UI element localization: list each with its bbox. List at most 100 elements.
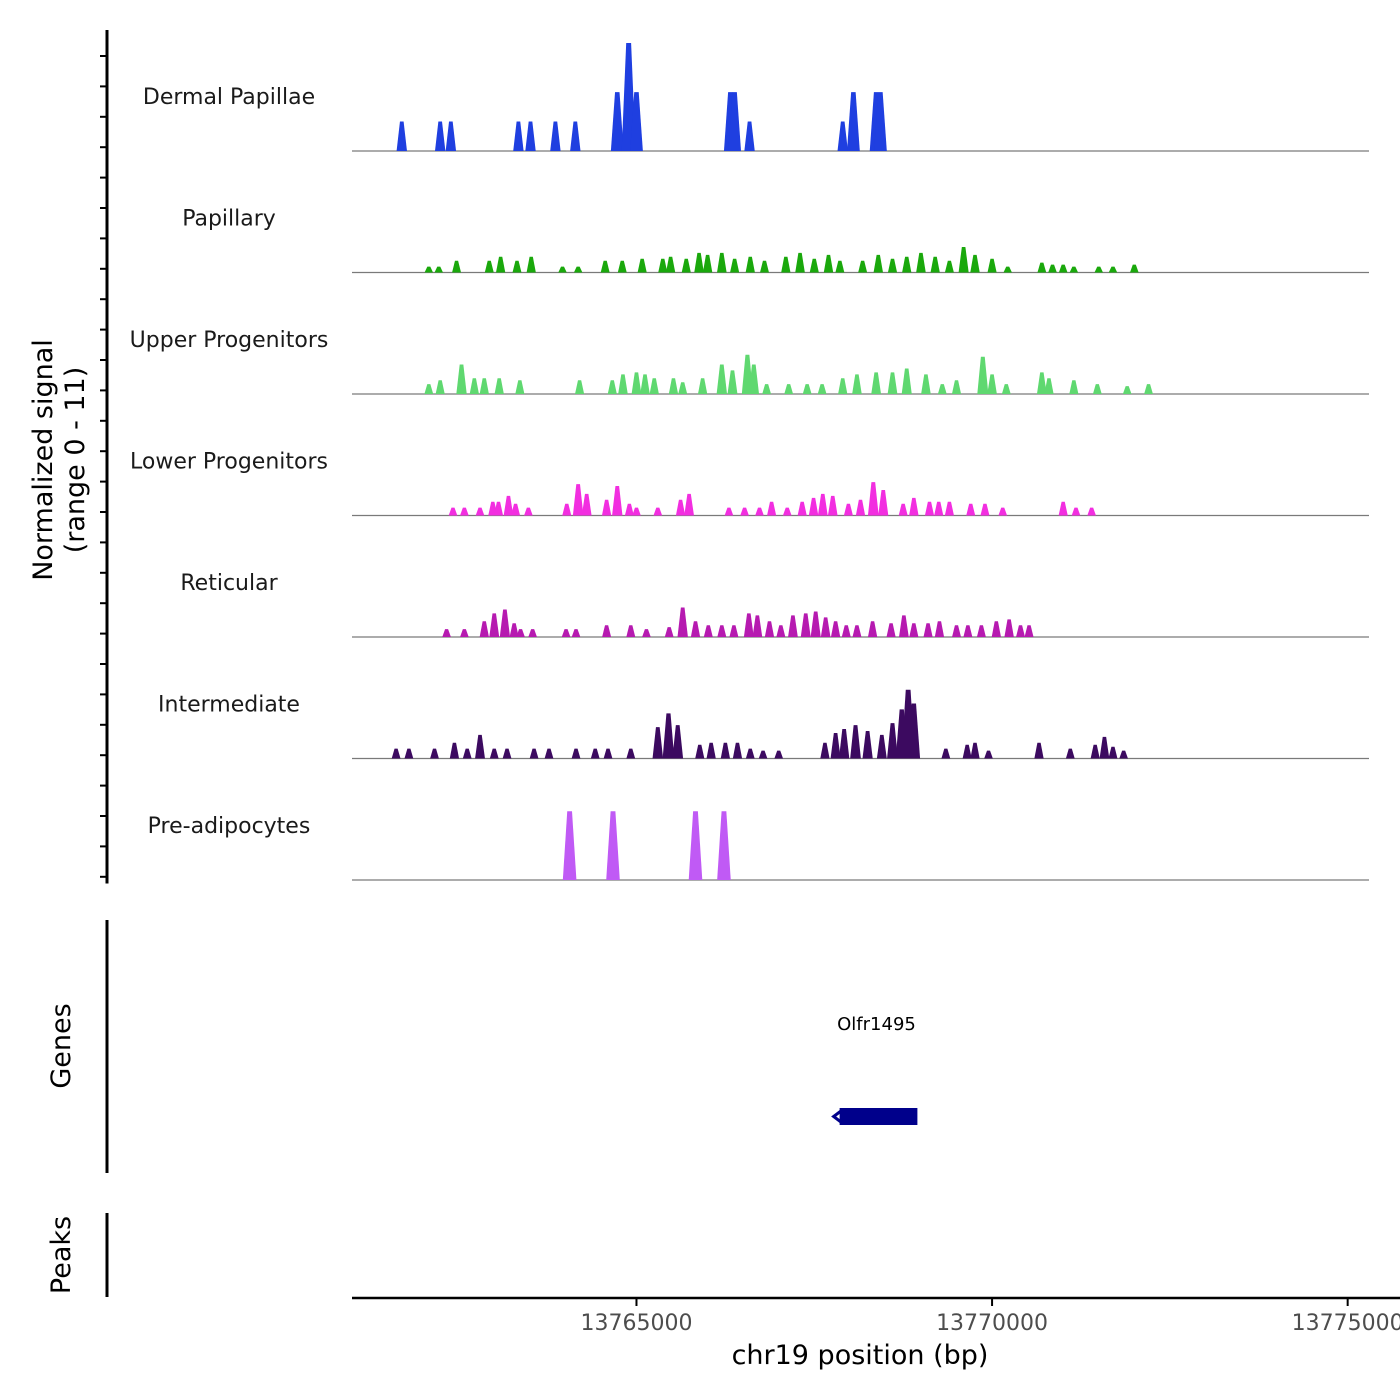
gene-body bbox=[839, 1108, 918, 1125]
signal-peak bbox=[475, 734, 485, 759]
signal-peak bbox=[998, 507, 1008, 516]
signal-peak bbox=[652, 727, 664, 759]
signal-peak bbox=[665, 256, 676, 273]
signal-peak bbox=[873, 254, 883, 273]
signal-peak bbox=[898, 503, 908, 516]
signal-peak bbox=[642, 629, 651, 637]
signal-peak bbox=[688, 811, 703, 880]
signal-peak bbox=[626, 748, 636, 759]
signal-peak bbox=[788, 615, 798, 637]
signal-peak bbox=[493, 501, 504, 516]
signal-peak bbox=[987, 258, 997, 273]
signal-peak bbox=[502, 748, 512, 759]
signal-peak bbox=[512, 260, 522, 273]
signal-peak bbox=[571, 629, 581, 637]
signal-peak bbox=[516, 629, 525, 637]
signal-peak bbox=[612, 486, 623, 516]
signal-peak bbox=[462, 748, 472, 759]
signal-peak bbox=[697, 378, 708, 394]
signal-peak bbox=[1004, 619, 1014, 637]
track-label: Pre-adipocytes bbox=[148, 814, 311, 839]
signal-peak bbox=[1071, 507, 1081, 516]
signal-peak bbox=[802, 384, 812, 394]
signal-peak bbox=[838, 729, 850, 759]
signal-peak bbox=[681, 258, 691, 273]
track-intermediate: Intermediate bbox=[158, 689, 1369, 760]
signal-peak bbox=[561, 629, 571, 637]
signal-peak bbox=[909, 623, 919, 637]
signal-peak bbox=[823, 254, 834, 273]
signal-peak bbox=[617, 260, 627, 273]
signal-peak bbox=[489, 613, 500, 637]
signal-peak bbox=[515, 380, 525, 394]
signal-peak bbox=[944, 501, 954, 516]
signal-peak bbox=[1069, 380, 1079, 394]
signal-peak bbox=[776, 625, 786, 637]
track-label: Upper Progenitors bbox=[130, 328, 329, 353]
signal-peak bbox=[513, 121, 524, 151]
signal-peak bbox=[434, 121, 446, 151]
signal-peak bbox=[649, 378, 659, 394]
signal-peak bbox=[396, 121, 407, 151]
signal-peak bbox=[878, 489, 889, 516]
signal-peak bbox=[637, 258, 647, 273]
signal-peak bbox=[941, 748, 951, 759]
signal-peak bbox=[867, 621, 878, 637]
signal-peak bbox=[1001, 384, 1011, 394]
signal-peak bbox=[495, 256, 506, 273]
signal-peak bbox=[730, 258, 740, 273]
signal-peak bbox=[729, 625, 739, 637]
signal-peak bbox=[672, 725, 684, 759]
signal-peak bbox=[862, 731, 873, 759]
signal-peak bbox=[745, 748, 755, 759]
signal-peak bbox=[499, 609, 511, 637]
track-label: Reticular bbox=[180, 571, 278, 596]
signal-peak bbox=[600, 260, 610, 273]
signal-peak bbox=[924, 501, 935, 516]
signal-peak bbox=[728, 92, 742, 151]
peaks-axis-title: Peaks bbox=[46, 1216, 77, 1294]
signal-peak bbox=[841, 625, 851, 637]
signal-peak bbox=[944, 260, 954, 273]
signal-peak bbox=[434, 266, 444, 273]
signal-peak bbox=[1119, 750, 1128, 759]
signal-peak bbox=[976, 625, 986, 637]
signal-peak bbox=[1036, 372, 1047, 394]
signal-peak bbox=[452, 260, 462, 273]
signal-peak bbox=[852, 374, 862, 394]
x-tick-label: 13770000 bbox=[936, 1311, 1048, 1336]
signal-peak bbox=[716, 364, 728, 394]
signal-peak bbox=[1024, 625, 1034, 637]
signal-peak bbox=[391, 748, 401, 759]
signal-peak bbox=[887, 723, 898, 759]
signal-peak bbox=[509, 623, 519, 637]
genes-axis-title: Genes bbox=[46, 1003, 77, 1088]
signal-peak bbox=[484, 260, 494, 273]
signal-peak bbox=[1099, 736, 1110, 759]
signal-peak bbox=[489, 748, 499, 759]
signal-peak bbox=[901, 368, 912, 394]
signal-peak bbox=[607, 380, 617, 394]
signal-peak bbox=[526, 256, 536, 273]
signal-peak bbox=[1037, 262, 1047, 273]
signal-peak bbox=[887, 372, 898, 394]
signal-peak bbox=[720, 742, 731, 759]
signal-peak bbox=[460, 507, 469, 516]
signal-peak bbox=[456, 364, 467, 394]
track-reticular: Reticular bbox=[180, 571, 1369, 638]
signal-peak bbox=[678, 382, 688, 394]
signal-peak bbox=[570, 121, 581, 151]
signal-peak bbox=[524, 507, 533, 516]
signal-peak bbox=[449, 742, 460, 759]
gene-olfr1495: Olfr1495 bbox=[831, 1014, 918, 1125]
signal-peak bbox=[717, 252, 727, 273]
signal-peak bbox=[984, 750, 993, 759]
signal-y-axis bbox=[100, 30, 109, 884]
signal-peak bbox=[695, 744, 705, 759]
signal-peak bbox=[624, 503, 634, 516]
signal-y-axis-title-line1: Normalized signal bbox=[28, 339, 59, 581]
signal-peak bbox=[970, 254, 980, 273]
signal-peak bbox=[837, 121, 848, 151]
signal-peak bbox=[1058, 501, 1068, 516]
x-tick-label: 13775000 bbox=[1292, 1311, 1400, 1336]
